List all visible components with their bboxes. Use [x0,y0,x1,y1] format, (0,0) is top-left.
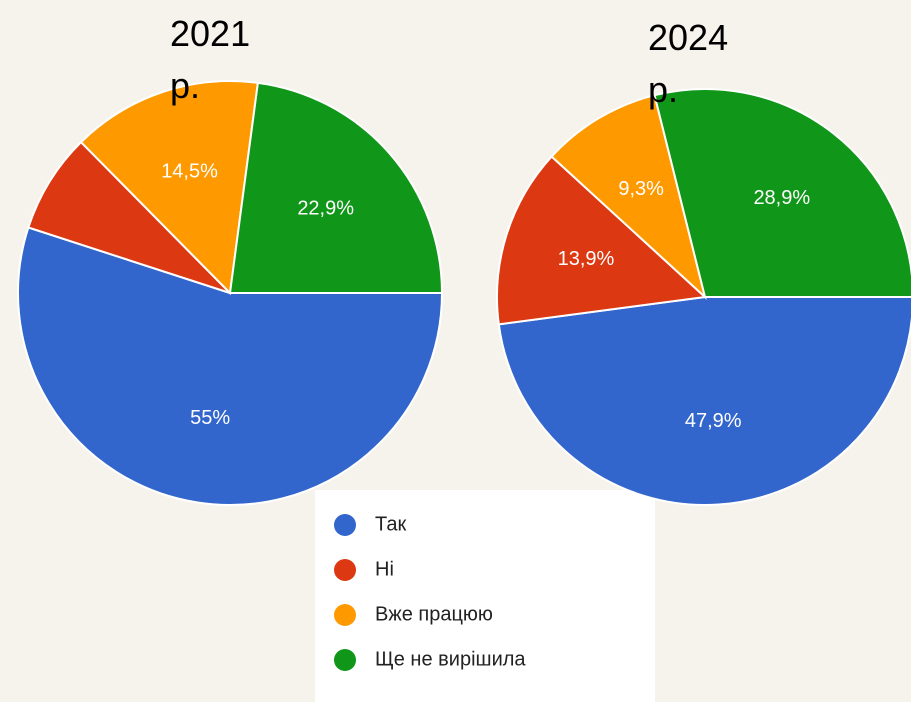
pie-slice [27,140,231,294]
data-label: 14,5% [161,161,218,183]
pie-slice [228,81,444,294]
chart-title: 2024 р. [648,17,729,110]
legend-swatch [334,514,356,536]
data-label: 22,9% [297,197,354,219]
pie-slice [79,80,260,296]
chart-title: 2021 р. [170,13,251,106]
pie-slice [653,88,911,298]
pie-slice [17,226,444,506]
legend-label: Ні [375,558,394,580]
pie-slice [496,155,708,326]
legend-swatch [334,604,356,626]
data-label: 9,3% [618,178,664,200]
legend-swatch [334,649,356,671]
data-label: 47,9% [685,410,742,432]
data-label: 13,9% [558,248,615,270]
data-label: 28,9% [753,187,810,209]
legend-label: Так [375,513,406,535]
legend-swatch [334,559,356,581]
legend-label: Ще не вирішила [375,648,526,670]
pie-slice [497,296,911,506]
data-label: 55% [190,407,230,429]
legend-box [315,490,655,702]
legend-label: Вже працюю [375,603,493,625]
